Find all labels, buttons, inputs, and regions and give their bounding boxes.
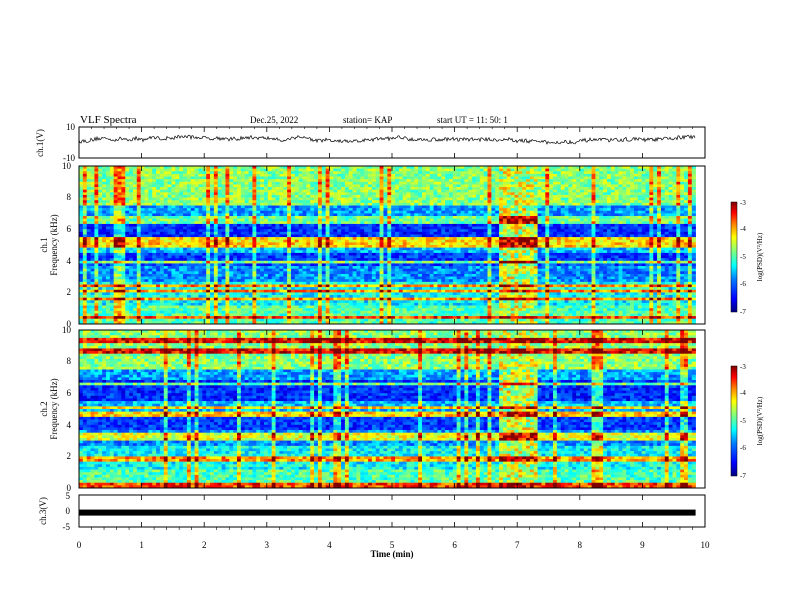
cb1-tick-6: -6 xyxy=(740,280,746,288)
ch2-spectrogram-ylabel-channel: ch.2 xyxy=(39,401,49,416)
cb1-tick-4: -4 xyxy=(740,225,746,233)
ch1-ytick-0: 0 xyxy=(67,319,72,329)
cb1-tick-3: -3 xyxy=(740,199,746,207)
ch1-spectrogram-panel: 0 2 4 6 8 10 ch.1 Frequency (kHz) xyxy=(39,161,706,329)
header-station: station= KAP xyxy=(343,115,392,125)
x-axis-ticks: 0 1 2 3 4 5 6 7 8 9 10 xyxy=(77,127,710,550)
cb2-tick-3: -3 xyxy=(740,363,746,371)
x-tick-label: 2 xyxy=(202,540,207,550)
cb2-tick-6: -6 xyxy=(740,444,746,452)
x-tick-label: 7 xyxy=(515,540,520,550)
header-start-time: start UT = 11: 50: 1 xyxy=(437,115,508,125)
ch2-ytick-10: 10 xyxy=(62,325,72,335)
ch3-waveform-band xyxy=(79,509,696,516)
x-tick-label: 3 xyxy=(265,540,270,550)
ch1-waveform-ylabel: ch.1(V) xyxy=(35,129,45,157)
ch1-spectrogram-image xyxy=(79,166,696,325)
ch1-colorbar: -3 -4 -5 -6 -7 log(PSD)(V²/Hz) xyxy=(730,199,764,316)
ch2-ytick-6: 6 xyxy=(67,388,72,398)
ch3-waveform-panel: 5 0 -5 ch.3(V) xyxy=(38,491,706,532)
ch1-spectrogram-ylabel-frequency: Frequency (kHz) xyxy=(49,214,59,275)
x-tick-label: 5 xyxy=(390,540,395,550)
ch2-spectrogram-ylabel-frequency: Frequency (kHz) xyxy=(49,378,59,439)
figure-title: VLF Spectra xyxy=(80,114,137,126)
ch2-spectrogram-panel: 0 2 4 6 8 10 ch.2 Frequency (kHz) xyxy=(39,325,706,493)
ch2-ytick-0: 0 xyxy=(67,483,72,493)
ch2-spectrogram-image xyxy=(79,330,696,489)
ch3-ytick-5: 5 xyxy=(66,491,71,501)
ch1-spectrogram-ylabel-channel: ch.1 xyxy=(39,237,49,252)
ch1-ytick-top: 10 xyxy=(66,122,76,132)
ch1-ytick-bottom: -10 xyxy=(63,153,75,163)
x-tick-label: 9 xyxy=(640,540,645,550)
x-tick-label: 4 xyxy=(327,540,332,550)
ch2-ytick-8: 8 xyxy=(67,356,72,366)
ch3-ytick-0: 0 xyxy=(66,506,71,516)
ch2-ytick-2: 2 xyxy=(67,451,72,461)
x-tick-label: 0 xyxy=(77,540,82,550)
x-tick-label: 8 xyxy=(578,540,583,550)
x-tick-label: 10 xyxy=(701,540,711,550)
cb2-tick-4: -4 xyxy=(740,389,746,397)
ch1-ytick-2: 2 xyxy=(67,287,72,297)
ch1-ytick-4: 4 xyxy=(67,256,72,266)
ch1-waveform-line xyxy=(78,134,696,145)
header-date: Dec.25, 2022 xyxy=(250,115,298,125)
cb1-label: log(PSD)(V²/Hz) xyxy=(756,232,764,281)
cb1-tick-7: -7 xyxy=(740,308,746,316)
x-tick-label: 6 xyxy=(452,540,457,550)
cb2-tick-5: -5 xyxy=(740,417,746,425)
ch1-ytick-8: 8 xyxy=(67,192,72,202)
ch2-colorbar: -3 -4 -5 -6 -7 log(PSD)(V²/Hz) xyxy=(730,363,764,480)
ch1-ytick-10: 10 xyxy=(62,161,72,171)
ch3-waveform-ylabel: ch.3(V) xyxy=(38,497,48,525)
x-tick-label: 1 xyxy=(139,540,144,550)
cb1-tick-5: -5 xyxy=(740,253,746,261)
cb2-label: log(PSD)(V²/Hz) xyxy=(756,396,764,445)
ch1-waveform-panel: 10 -10 ch.1(V) xyxy=(35,122,706,163)
x-axis-label: Time (min) xyxy=(370,549,413,559)
cb2-tick-7: -7 xyxy=(740,472,746,480)
ch1-ytick-6: 6 xyxy=(67,224,72,234)
ch3-ytick-neg5: -5 xyxy=(63,522,71,532)
ch2-ytick-4: 4 xyxy=(67,420,72,430)
